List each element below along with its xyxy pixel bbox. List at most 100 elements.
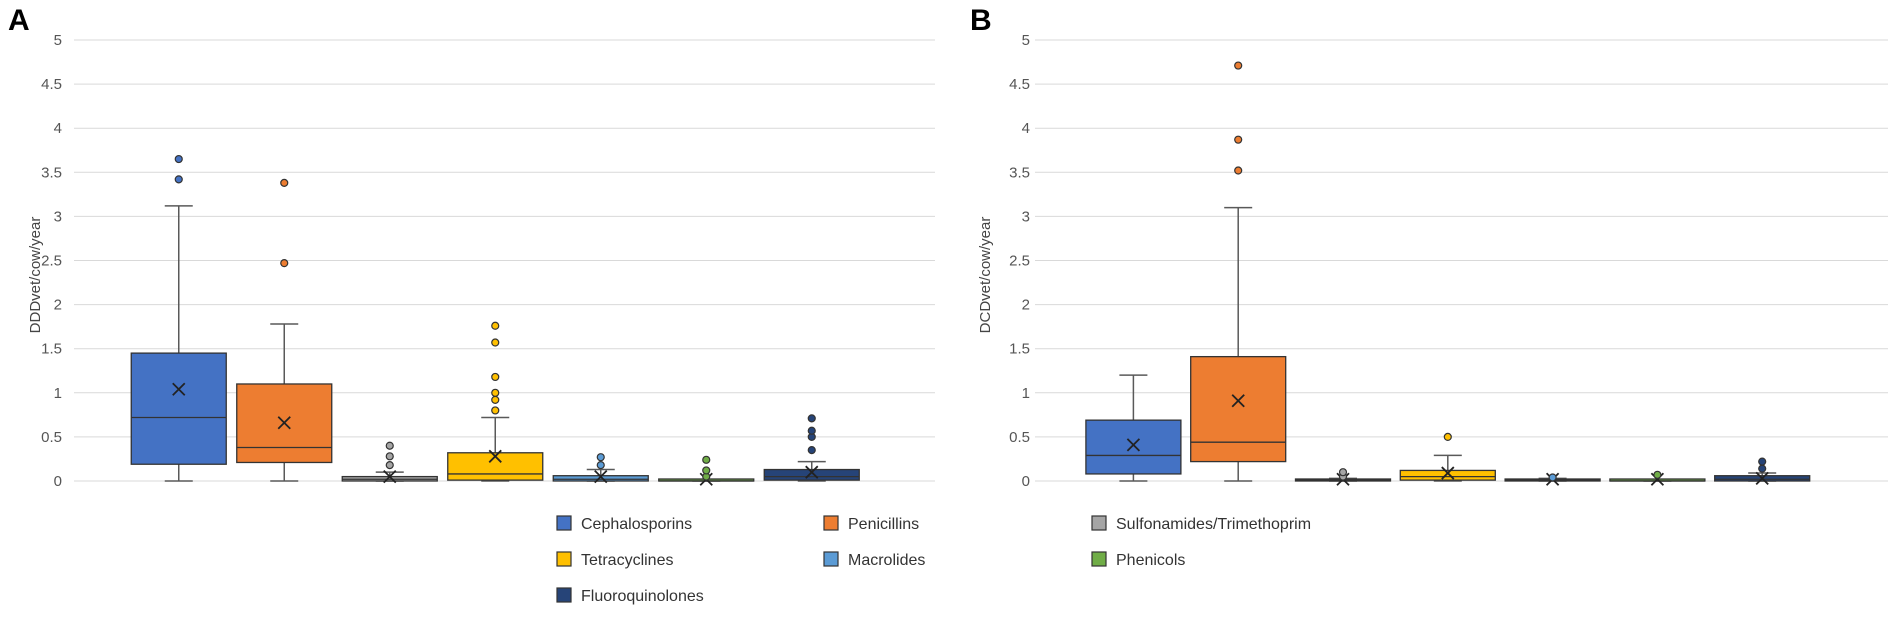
legend-label: Macrolides	[848, 552, 925, 569]
mean-marker	[172, 382, 186, 396]
mean-marker	[594, 469, 608, 484]
outlier-point	[807, 426, 816, 435]
legend-label: Fluoroquinolones	[581, 588, 704, 605]
outlier-point	[702, 466, 711, 475]
y-tick-label: 4.5	[1009, 76, 1030, 93]
outlier-point	[491, 372, 500, 382]
y-tick-label: 1	[1022, 385, 1030, 402]
boxplot-sulfonamides-trimethoprim	[1294, 468, 1392, 486]
legend-swatch	[556, 515, 572, 531]
legend: Cephalosporins Penicillins Sulfonamides/Tr…	[556, 515, 1311, 605]
boxplot-tetracyclines	[1399, 432, 1496, 482]
boxplot-cephalosporins	[1085, 374, 1182, 482]
legend-swatch	[556, 587, 572, 603]
legend-swatch	[1091, 551, 1107, 567]
outlier-point	[491, 406, 500, 415]
legend-label: Phenicols	[1116, 552, 1185, 569]
y-tick-label: 4	[54, 120, 62, 137]
outlier-point	[491, 321, 500, 330]
y-tick-label: 3	[54, 208, 62, 225]
y-tick-label: 3.5	[41, 164, 62, 181]
legend-swatch	[1091, 515, 1107, 531]
boxplots-b	[1085, 61, 1811, 486]
boxplot-fluoroquinolones	[1714, 457, 1811, 485]
y-tick-label: 4	[1022, 120, 1030, 137]
outlier-point	[1443, 432, 1452, 441]
boxplot-phenicols	[658, 455, 755, 486]
y-tick-label: 5	[54, 32, 62, 49]
legend-item: Penicillins	[823, 515, 919, 533]
y-tick-label: 3	[1022, 208, 1030, 225]
outlier-point	[174, 175, 183, 184]
panel-b: B DCDvet/cow/year 0 0.5 1 1.5 2 2.5 3 3.5 4 4.5 5	[970, 4, 1888, 490]
y-tick-label: 4.5	[41, 76, 62, 93]
panel-a: A DDDvet/cow/year 0 0.5 1 1.5 2 2.5 3 3.5 4 4.5 5	[8, 4, 935, 490]
boxplot-sulfonamides-trimethoprim	[341, 441, 438, 484]
legend-label: Sulfonamides/Trimethoprim	[1116, 516, 1311, 533]
y-ticks-a: 0 0.5 1 1.5 2 2.5 3 3.5 4 4.5 5	[41, 32, 62, 490]
y-tick-label: 2	[1022, 297, 1030, 314]
outlier-point	[807, 446, 816, 455]
outlier-point	[385, 461, 394, 470]
boxplot-tetracyclines	[447, 321, 544, 482]
y-tick-label: 0	[1022, 473, 1030, 490]
boxplot-phenicols	[1609, 470, 1706, 486]
y-tick-label: 3.5	[1009, 164, 1030, 181]
outlier-point	[1234, 166, 1243, 175]
y-tick-label: 2.5	[1009, 253, 1030, 270]
mean-marker	[1126, 438, 1141, 452]
boxplot-macrolides	[552, 453, 649, 484]
boxplot-penicillins	[236, 178, 333, 482]
outlier-point	[385, 441, 394, 450]
legend-item: Sulfonamides/Trimethoprim	[1091, 515, 1311, 533]
mean-marker	[277, 416, 291, 430]
boxplot-macrolides	[1504, 472, 1601, 486]
outlier-point	[596, 461, 605, 470]
box	[1190, 355, 1287, 463]
y-tick-label: 1.5	[1009, 341, 1030, 358]
boxplots-a	[130, 154, 860, 486]
outlier-point	[491, 395, 500, 404]
legend-item: Cephalosporins	[556, 515, 692, 533]
outlier-point	[702, 455, 711, 464]
y-ticks-b: 0 0.5 1 1.5 2 2.5 3 3.5 4 4.5 5	[1009, 32, 1030, 490]
y-tick-label: 0.5	[41, 429, 62, 446]
outlier-point	[491, 388, 500, 397]
y-tick-label: 2	[54, 297, 62, 314]
y-tick-label: 2.5	[41, 253, 62, 270]
y-tick-label: 1.5	[41, 341, 62, 358]
legend-item: Tetracyclines	[556, 551, 673, 569]
legend-label: Tetracyclines	[581, 552, 673, 569]
mean-marker	[1441, 466, 1455, 480]
mean-marker	[1755, 471, 1769, 485]
gridlines-b	[1035, 39, 1888, 482]
legend-swatch	[556, 551, 572, 567]
y-tick-label: 5	[1022, 32, 1030, 49]
legend-label: Penicillins	[848, 516, 919, 533]
outlier-point	[491, 338, 500, 347]
outlier-point	[1234, 61, 1243, 70]
boxplot-fluoroquinolones	[763, 414, 860, 482]
legend-item: Fluoroquinolones	[556, 587, 704, 605]
outlier-point	[807, 414, 816, 423]
outlier-point	[596, 453, 605, 462]
outlier-point	[280, 178, 289, 187]
outlier-point	[1548, 473, 1557, 482]
box	[130, 352, 227, 465]
legend-item: Phenicols	[1091, 551, 1185, 569]
mean-marker	[1231, 394, 1245, 408]
outlier-point	[280, 259, 289, 268]
box	[763, 468, 860, 481]
y-axis-label-a: DDDvet/cow/year	[27, 217, 44, 334]
y-tick-label: 0.5	[1009, 429, 1030, 446]
legend-swatch	[823, 515, 839, 531]
box	[1085, 419, 1182, 475]
outlier-point	[174, 154, 183, 164]
outlier-point	[1758, 457, 1767, 466]
panel-label-a: A	[8, 4, 30, 37]
outlier-point	[385, 452, 394, 461]
legend-swatch	[823, 551, 839, 567]
y-tick-label: 1	[54, 385, 62, 402]
mean-marker	[488, 449, 502, 463]
